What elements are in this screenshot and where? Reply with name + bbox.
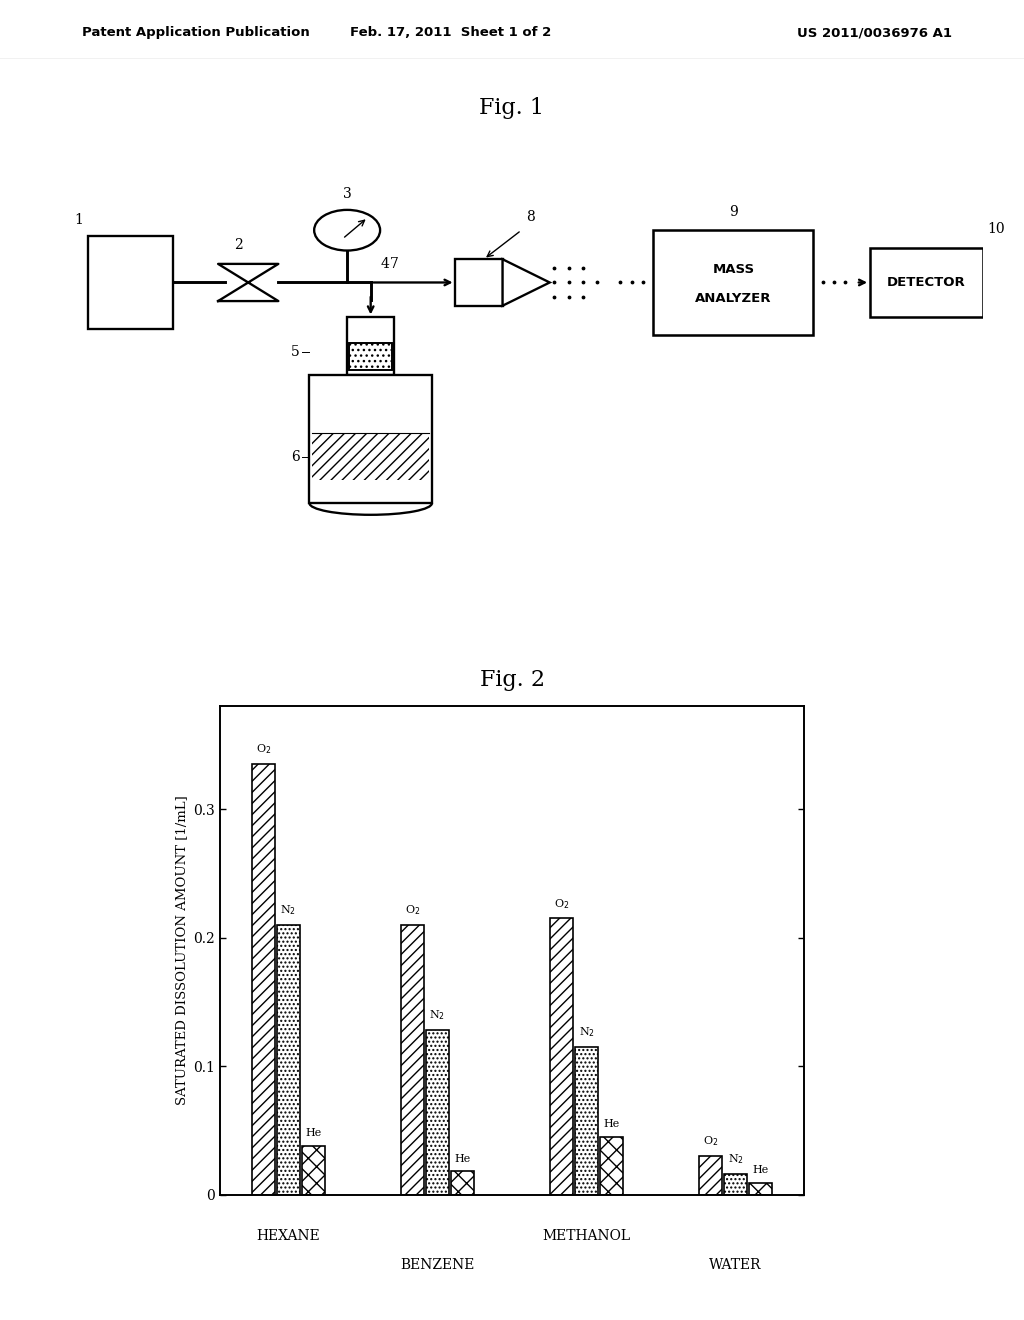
Bar	[276, 925, 300, 1195]
Bar	[302, 1146, 325, 1195]
Text: O$_2$: O$_2$	[554, 896, 569, 911]
Text: Fig. 1: Fig. 1	[479, 96, 545, 119]
Text: 1: 1	[74, 214, 83, 227]
Text: O$_2$: O$_2$	[404, 903, 420, 917]
Text: BENZENE: BENZENE	[400, 1258, 475, 1272]
Bar	[88, 236, 173, 329]
Text: N$_2$: N$_2$	[579, 1026, 595, 1039]
Bar	[653, 230, 813, 335]
Text: WATER: WATER	[710, 1258, 762, 1272]
Bar	[724, 1173, 748, 1195]
Text: 6: 6	[291, 450, 300, 463]
Bar	[749, 1183, 772, 1195]
Text: US 2011/0036976 A1: US 2011/0036976 A1	[798, 26, 952, 40]
Bar	[600, 1137, 623, 1195]
Y-axis label: SATURATED DISSOLUTION AMOUNT [1/mL]: SATURATED DISSOLUTION AMOUNT [1/mL]	[175, 796, 187, 1105]
Text: N$_2$: N$_2$	[281, 903, 297, 917]
Bar	[574, 1047, 598, 1195]
Circle shape	[314, 210, 380, 251]
Text: Feb. 17, 2011  Sheet 1 of 2: Feb. 17, 2011 Sheet 1 of 2	[350, 26, 551, 40]
Text: Fig. 2: Fig. 2	[479, 669, 545, 690]
Bar	[349, 343, 392, 370]
Bar	[699, 1156, 722, 1195]
Text: ANALYZER: ANALYZER	[695, 292, 772, 305]
Text: N$_2$: N$_2$	[727, 1152, 743, 1167]
Text: O$_2$: O$_2$	[703, 1134, 719, 1148]
Bar	[451, 1171, 474, 1195]
Bar	[347, 317, 394, 375]
Bar	[550, 919, 573, 1195]
Text: 3: 3	[343, 187, 351, 201]
Bar	[312, 433, 429, 480]
Text: 5: 5	[291, 345, 300, 359]
Text: 4: 4	[380, 257, 389, 271]
Text: 8: 8	[526, 210, 536, 224]
Text: He: He	[305, 1129, 322, 1138]
Text: He: He	[603, 1119, 620, 1129]
Text: 7: 7	[389, 257, 398, 271]
Bar	[252, 764, 275, 1195]
Text: Patent Application Publication: Patent Application Publication	[82, 26, 309, 40]
Text: N$_2$: N$_2$	[429, 1008, 445, 1023]
Bar	[401, 925, 424, 1195]
Text: 10: 10	[988, 222, 1006, 236]
Text: He: He	[455, 1154, 470, 1164]
Bar	[309, 375, 432, 503]
Text: 2: 2	[234, 239, 243, 252]
Text: MASS: MASS	[713, 264, 755, 276]
Text: METHANOL: METHANOL	[543, 1229, 631, 1243]
Polygon shape	[503, 259, 550, 306]
Text: He: He	[753, 1166, 768, 1175]
Text: 9: 9	[729, 205, 737, 219]
Text: HEXANE: HEXANE	[257, 1229, 321, 1243]
Bar	[456, 259, 503, 306]
Bar	[870, 248, 983, 317]
Bar	[426, 1030, 450, 1195]
Text: DETECTOR: DETECTOR	[887, 276, 966, 289]
Text: O$_2$: O$_2$	[256, 743, 271, 756]
